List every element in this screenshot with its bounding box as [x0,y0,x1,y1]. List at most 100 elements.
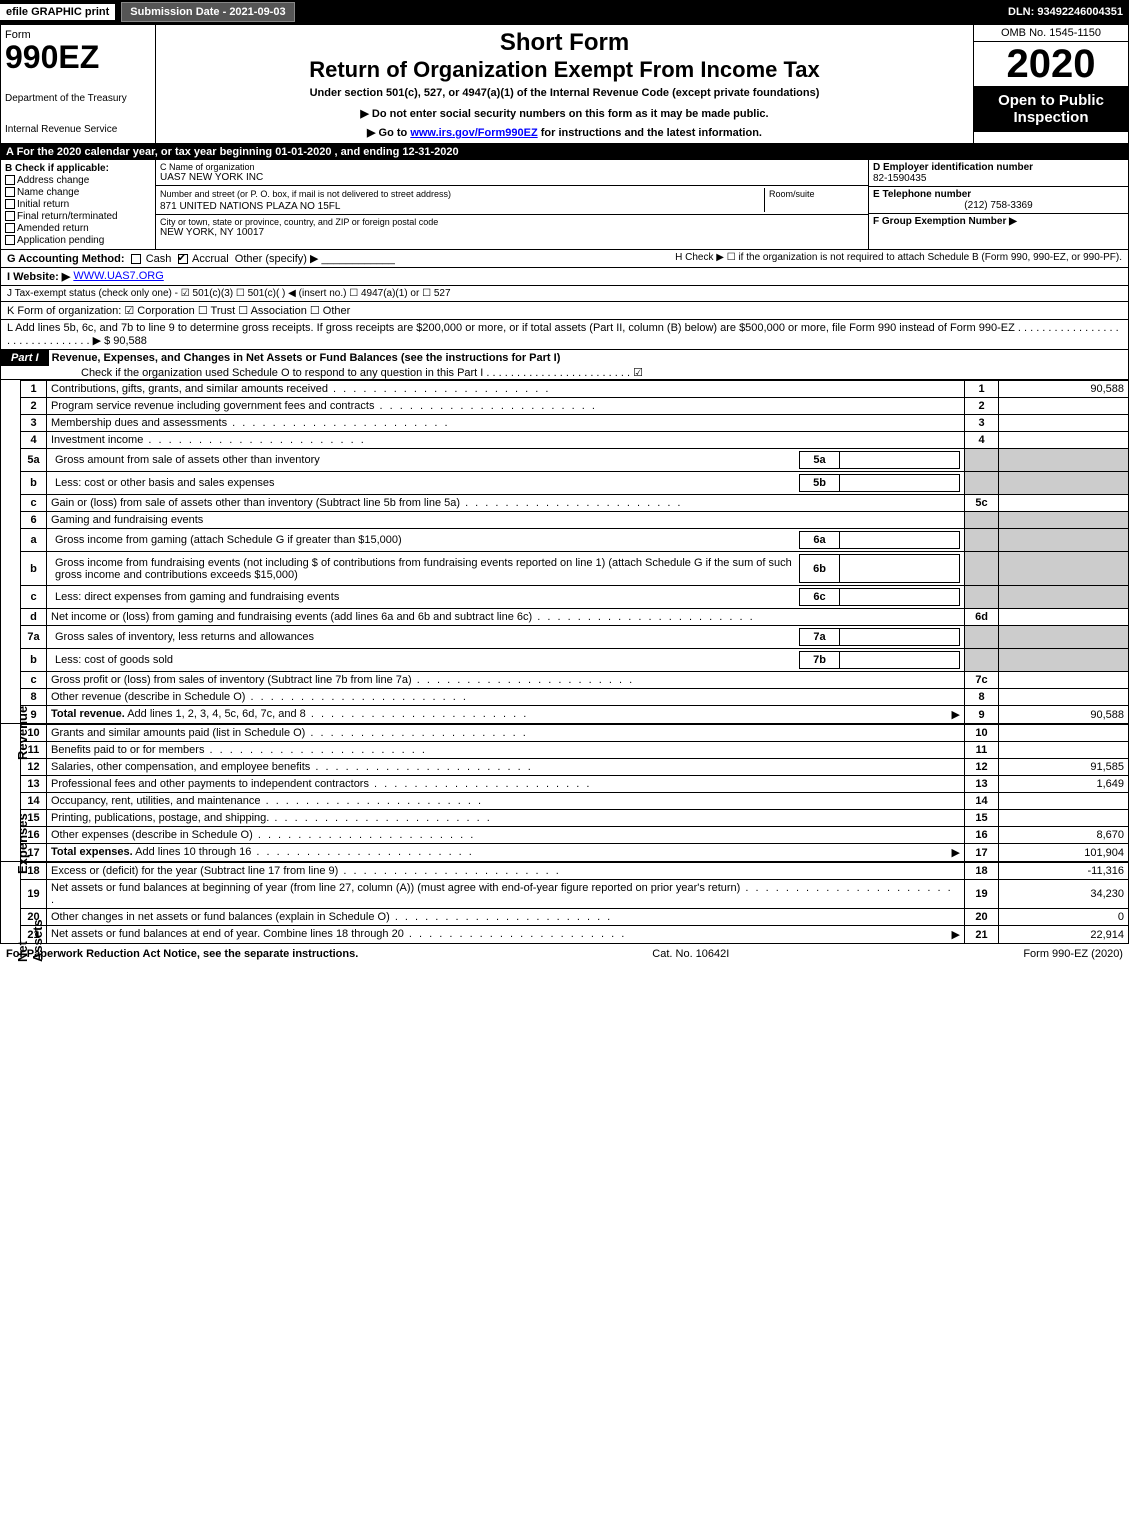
e-label: E Telephone number [873,189,971,200]
line-h: H Check ▶ ☐ if the organization is not r… [675,252,1122,265]
line-3: 3 [21,415,47,432]
entity-box: B Check if applicable: Address change Na… [0,160,1129,250]
return-title: Return of Organization Exempt From Incom… [160,57,969,83]
line-14: 14 [21,793,47,810]
under-section: Under section 501(c), 527, or 4947(a)(1)… [160,87,969,99]
chk-name[interactable]: Name change [5,187,151,198]
efile-label[interactable]: efile GRAPHIC print [0,4,115,20]
line-b: b [21,552,47,586]
line-13-desc: Professional fees and other payments to … [47,776,965,793]
paperwork-notice: For Paperwork Reduction Act Notice, see … [6,948,358,960]
line-16-num: 16 [965,827,999,844]
tax-year: 2020 [974,42,1128,86]
line-10-desc: Grants and similar amounts paid (list in… [47,725,965,742]
line-c-amt [999,672,1129,689]
part1-title: Revenue, Expenses, and Changes in Net As… [52,352,561,364]
chk-final[interactable]: Final return/terminated [5,211,151,222]
line-c-desc: Gross profit or (loss) from sales of inv… [47,672,965,689]
ssn-warning: ▶ Do not enter social security numbers o… [160,107,969,120]
revenue-table: 1Contributions, gifts, grants, and simil… [20,380,1129,724]
dln: DLN: 93492246004351 [1008,6,1129,18]
line-b: b [21,472,47,495]
line-8-desc: Other revenue (describe in Schedule O) [47,689,965,706]
line-4-num: 4 [965,432,999,449]
chk-amended[interactable]: Amended return [5,223,151,234]
irs-link[interactable]: www.irs.gov/Form990EZ [410,127,537,139]
open-to-public: Open to Public Inspection [974,86,1128,132]
line-j: J Tax-exempt status (check only one) - ☑… [0,286,1129,302]
submission-date: Submission Date - 2021-09-03 [121,2,294,22]
addr-label: Number and street (or P. O. box, if mail… [160,189,451,199]
line-d-amt [999,609,1129,626]
line-c-desc: Less: direct expenses from gaming and fu… [47,586,965,609]
line-16-amt: 8,670 [999,827,1129,844]
line-13-num: 13 [965,776,999,793]
org-address: 871 UNITED NATIONS PLAZA NO 15FL [160,201,340,212]
line-d: d [21,609,47,626]
short-form-title: Short Form [160,29,969,57]
line-14-amt [999,793,1129,810]
cat-no: Cat. No. 10642I [652,948,729,960]
line-11-desc: Benefits paid to or for members [47,742,965,759]
expenses-sidebar: Expenses [0,724,20,862]
omb-number: OMB No. 1545-1150 [974,25,1128,42]
g-label: G Accounting Method: [7,253,125,265]
line-1: 1 [21,381,47,398]
chk-accrual[interactable] [178,254,188,264]
form-header: Form 990EZ Department of the Treasury In… [0,24,1129,144]
org-name: UAS7 NEW YORK INC [160,172,864,183]
line-2-num: 2 [965,398,999,415]
line-4: 4 [21,432,47,449]
line-11-amt [999,742,1129,759]
line-19-amt: 34,230 [999,880,1129,909]
line-19-desc: Net assets or fund balances at beginning… [47,880,965,909]
line-1-desc: Contributions, gifts, grants, and simila… [47,381,965,398]
ein: 82-1590435 [873,173,926,184]
line-b-desc: Gross income from fundraising events (no… [47,552,965,586]
telephone: (212) 758-3369 [873,200,1124,211]
chk-initial[interactable]: Initial return [5,199,151,210]
line-6: 6 [21,512,47,529]
goto-line: ▶ Go to www.irs.gov/Form990EZ for instru… [160,126,969,139]
line-i: I Website: ▶ WWW.UAS7.ORG [0,268,1129,286]
part1-check: Check if the organization used Schedule … [1,367,643,379]
line-9-num: 9 [965,706,999,724]
line-8: 8 [21,689,47,706]
room-label: Room/suite [769,189,815,199]
form-number: 990EZ [5,41,151,73]
line-2-desc: Program service revenue including govern… [47,398,965,415]
line-4-amt [999,432,1129,449]
chk-address[interactable]: Address change [5,175,151,186]
line-2-amt [999,398,1129,415]
netassets-sidebar: Net Assets [0,862,20,944]
line-d-desc: Net income or (loss) from gaming and fun… [47,609,965,626]
line-g-h: G Accounting Method: Cash Accrual Other … [0,250,1129,268]
line-b: b [21,649,47,672]
expenses-table: 10Grants and similar amounts paid (list … [20,724,1129,862]
line-a: A For the 2020 calendar year, or tax yea… [0,144,1129,160]
chk-pending[interactable]: Application pending [5,235,151,246]
line-c-num: 7c [965,672,999,689]
line-11-num: 11 [965,742,999,759]
f-label: F Group Exemption Number ▶ [873,216,1017,227]
line-7a-desc: Gross sales of inventory, less returns a… [47,626,965,649]
part1-label: Part I [1,350,49,366]
line-d-num: 6d [965,609,999,626]
chk-cash[interactable] [131,254,141,264]
line-18-desc: Excess or (deficit) for the year (Subtra… [47,863,965,880]
line-16-desc: Other expenses (describe in Schedule O) [47,827,965,844]
line-a-desc: Gross income from gaming (attach Schedul… [47,529,965,552]
website-link[interactable]: WWW.UAS7.ORG [73,270,163,283]
netassets-table: 18Excess or (deficit) for the year (Subt… [20,862,1129,944]
line-c: c [21,586,47,609]
line-1-num: 1 [965,381,999,398]
line-19-num: 19 [965,880,999,909]
form-ref: Form 990-EZ (2020) [1023,948,1123,960]
line-10-amt [999,725,1129,742]
line-17-num: 17 [965,844,999,862]
line-8-amt [999,689,1129,706]
goto-pre: ▶ Go to [367,127,410,139]
line-3-amt [999,415,1129,432]
line-3-desc: Membership dues and assessments [47,415,965,432]
line-5a: 5a [21,449,47,472]
